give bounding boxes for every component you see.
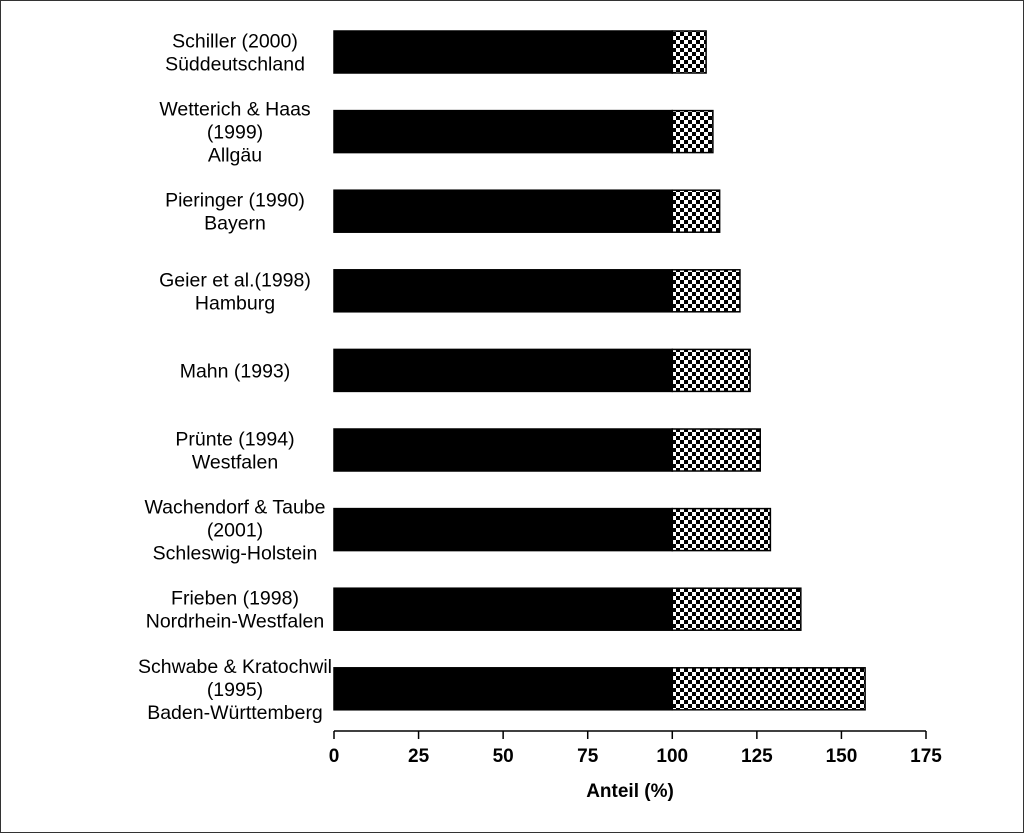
bar-segment-solid-0 [333, 30, 674, 74]
bar-segment-checkered-6 [671, 507, 772, 552]
bar-segment-checkered-0 [671, 30, 707, 74]
x-ticks: 0 25 50 75 100 125 150 175 [329, 731, 942, 767]
category-label-5: Prünte (1994) Westfalen [175, 429, 294, 474]
bar-segment-checkered-2 [671, 189, 721, 233]
category-label-2: Pieringer (1990) Bayern [165, 190, 305, 235]
bar-segment-solid-8 [333, 667, 674, 711]
x-axis: 0 25 50 75 100 125 150 175 [329, 730, 942, 767]
x-tick-label-75: 75 [577, 746, 599, 767]
bar-segment-checkered-8 [671, 667, 866, 711]
category-label-3: Geier et al.(1998) Hamburg [159, 269, 311, 314]
x-tick-label-125: 125 [741, 746, 773, 767]
bar-segment-checkered-1 [671, 109, 714, 154]
x-tick-label-50: 50 [493, 746, 514, 767]
category-label-7: Frieben (1998) Nordrhein-Westfalen [146, 588, 324, 633]
x-axis-title: Anteil (%) [586, 781, 674, 802]
bar-segment-solid-4 [333, 348, 674, 393]
bar-segment-checkered-7 [671, 587, 802, 631]
bar-segment-solid-2 [333, 189, 674, 233]
category-label-8: Schwabe & Kratochwil (1995) Baden-Württemb… [138, 656, 332, 724]
bars [333, 30, 866, 711]
category-label-4: Mahn (1993) [180, 360, 291, 382]
bar-segment-solid-5 [333, 428, 674, 472]
x-tick-label-25: 25 [408, 746, 430, 767]
x-tick-label-175: 175 [910, 746, 942, 767]
category-label-1: Wetterich & Haas (1999) Allgäu [159, 99, 311, 167]
bar-segment-solid-6 [333, 507, 674, 552]
bar-segment-solid-1 [333, 109, 674, 154]
x-tick-label-150: 150 [826, 746, 858, 767]
x-tick-label-0: 0 [329, 746, 340, 767]
bar-segment-checkered-4 [671, 348, 751, 393]
bar-segment-checkered-5 [671, 428, 761, 472]
bar-segment-solid-7 [333, 587, 674, 631]
x-tick-label-100: 100 [656, 746, 688, 767]
category-label-0: Schiller (2000) Süddeutschland [165, 31, 305, 76]
bar-segment-solid-3 [333, 269, 674, 313]
bar-segment-checkered-3 [671, 269, 741, 313]
category-label-6: Wachendorf & Taube (2001) Schleswig-Holste… [144, 497, 325, 565]
category-labels: Schiller (2000) Süddeutschland Wetterich &… [138, 31, 332, 724]
